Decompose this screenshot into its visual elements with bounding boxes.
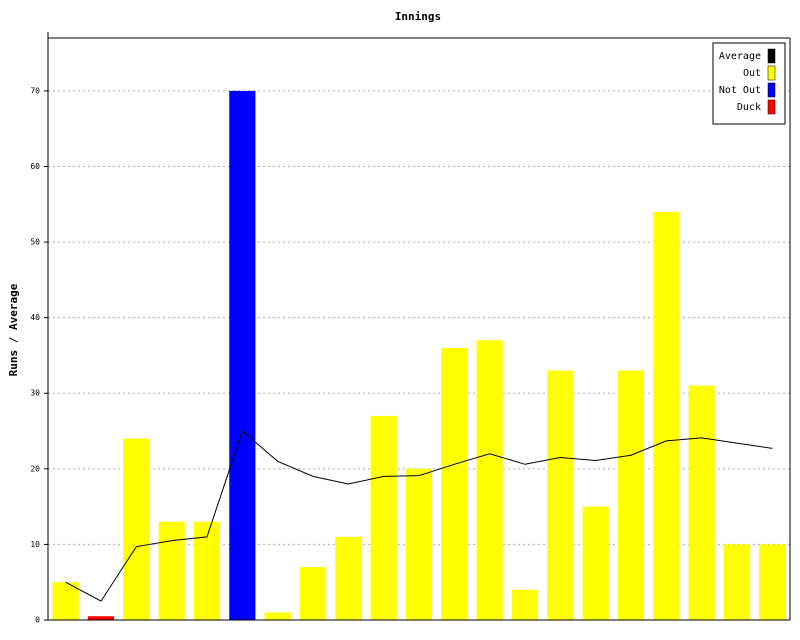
y-tick-label: 30 xyxy=(30,389,40,398)
bar xyxy=(123,438,150,620)
bar xyxy=(87,616,115,620)
y-tick-label: 70 xyxy=(30,86,40,95)
bar xyxy=(264,612,291,620)
bar xyxy=(229,90,256,621)
legend: Average Out Not Out Duck xyxy=(712,42,786,125)
bar xyxy=(511,589,539,620)
legend-label: Out xyxy=(743,68,761,79)
y-tick-label: 50 xyxy=(30,238,40,247)
legend-label: Average xyxy=(719,51,761,62)
legend-swatch xyxy=(767,82,776,98)
bar xyxy=(441,347,468,620)
bar xyxy=(723,544,751,620)
y-tick-label: 10 xyxy=(30,540,40,549)
bar xyxy=(617,370,645,620)
bar xyxy=(688,385,715,620)
bar xyxy=(52,582,79,620)
legend-swatch xyxy=(767,99,776,115)
bar xyxy=(158,521,185,620)
legend-label: Not Out xyxy=(719,85,761,96)
y-tick-label: 0 xyxy=(35,616,40,625)
bar xyxy=(476,340,503,620)
y-tick-label: 20 xyxy=(30,464,40,473)
y-axis-label: Runs / Average xyxy=(7,283,20,376)
bar xyxy=(582,506,609,620)
bar xyxy=(370,415,397,620)
bar xyxy=(335,536,362,620)
bar xyxy=(299,567,327,620)
bar xyxy=(653,211,680,620)
y-tick-label: 60 xyxy=(30,162,40,171)
legend-swatch xyxy=(767,48,776,64)
legend-label: Duck xyxy=(737,102,761,113)
chart-title: Innings xyxy=(395,10,441,23)
bar xyxy=(405,468,433,620)
bar xyxy=(547,370,574,620)
y-tick-label: 40 xyxy=(30,313,40,322)
average-line xyxy=(65,430,773,602)
legend-swatch xyxy=(767,65,776,81)
bar xyxy=(759,544,786,620)
